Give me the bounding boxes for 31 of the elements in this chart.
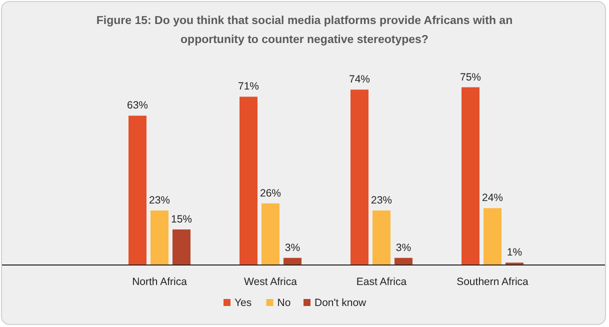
data-label: 15% [170,213,192,226]
bar [150,210,168,265]
legend-label: Yes [234,297,252,309]
bar [172,229,190,265]
bar [372,210,390,265]
data-label: 24% [482,192,504,204]
data-label: 23% [148,194,170,206]
legend-label: No [277,297,291,309]
bar [350,90,368,265]
x-tick-label: West Africa [244,276,298,288]
bar [128,116,146,265]
bar [240,96,258,265]
data-label: 75% [460,71,482,84]
data-label: 23% [370,194,392,206]
bar [262,203,280,265]
data-label: 3% [396,242,412,254]
bar [284,258,302,265]
x-tick-label: East Africa [356,276,407,288]
data-label: 1% [506,246,522,259]
data-label: 71% [238,80,260,93]
x-tick-label: North Africa [132,276,188,288]
bar [394,258,412,265]
x-tick-label: Southern Africa [456,276,529,288]
data-label: 26% [260,187,282,200]
chart-title: Figure 15: Do you think that social media platforms provide Africans with an opportunity to counter negative stereotypes? [96,15,513,46]
data-label: 63% [126,100,148,112]
legend-label: Don't know [314,297,367,309]
bar [462,87,480,265]
bar [484,208,502,265]
data-label: 74% [348,74,370,86]
data-label: 3% [284,242,300,254]
